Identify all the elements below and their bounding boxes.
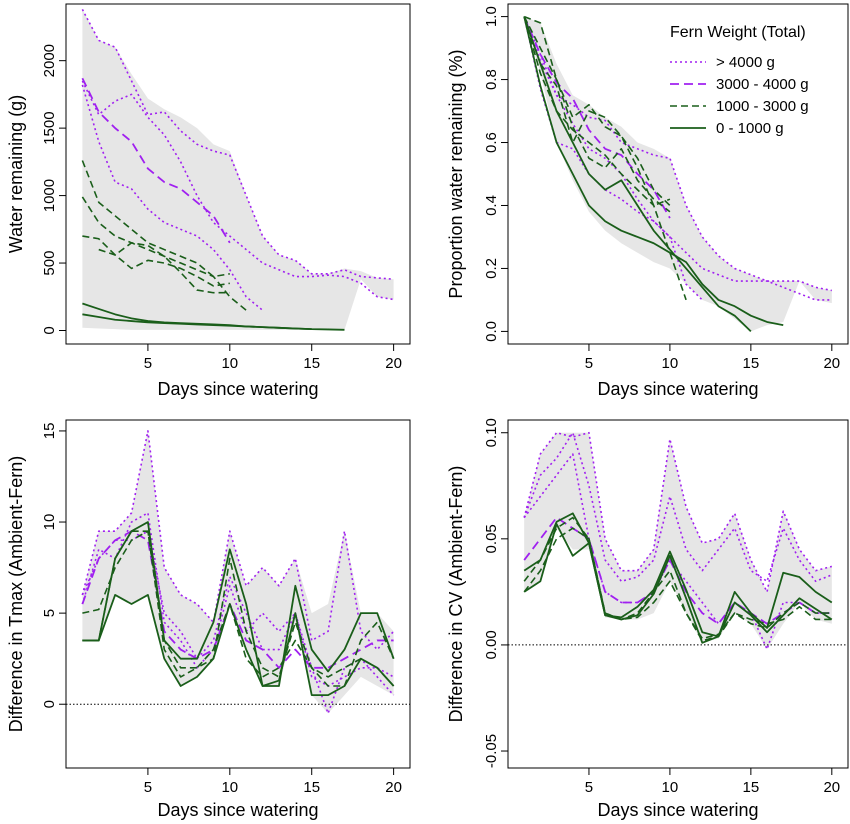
series-line-5	[82, 530, 395, 687]
x-tick-label: 5	[585, 355, 593, 372]
panel-top-left: 5 10 15 20 0 500 1000 1500 2000 Days since wateri…	[6, 3, 411, 399]
series-line-7	[82, 594, 395, 697]
series-line-5	[523, 16, 687, 301]
y-tick-label: 1.0	[483, 6, 500, 27]
x-tick-label: 15	[743, 355, 760, 372]
legend-title: Fern Weight (Total)	[670, 24, 806, 41]
x-tick-label: 10	[662, 355, 679, 372]
series-line-9	[523, 16, 784, 326]
y-tick-label: 1500	[41, 111, 58, 144]
plot-area	[508, 431, 848, 650]
series-line-1	[523, 16, 832, 301]
series-line-6	[82, 521, 395, 687]
legend: Fern Weight (Total) > 4000 g 3000 - 4000 g…	[670, 24, 809, 137]
y-tick-label: 5	[41, 609, 58, 617]
range-band	[524, 432, 832, 650]
series-line-1	[81, 512, 395, 715]
range-band	[82, 430, 394, 714]
series-line-7	[98, 248, 230, 287]
series-line-0	[81, 9, 394, 281]
x-tick-label: 20	[823, 355, 840, 372]
y-axis-title: Difference in Tmax (Ambient-Fern)	[6, 456, 26, 732]
y-axis-title: Difference in CV (Ambient-Fern)	[446, 466, 466, 723]
series-line-6	[82, 235, 230, 294]
panel-bottom-right: 5 10 15 20 -0.05 0.00 0.05 0.10 Days since water…	[446, 418, 849, 820]
y-tick-label: 0.2	[483, 258, 500, 279]
series-line-0	[523, 431, 833, 593]
series-line-9	[82, 313, 312, 331]
series-line-1	[81, 80, 394, 301]
series-line-4	[523, 516, 832, 640]
plot-area	[81, 9, 394, 331]
series-line-6	[523, 16, 671, 213]
y-axis-title: Water remaining (g)	[6, 95, 26, 253]
x-tick-label: 10	[221, 355, 238, 372]
x-axis-title: Days since watering	[597, 800, 758, 820]
y-tick-label: 500	[41, 251, 58, 276]
y-tick-label: 0.0	[483, 321, 500, 342]
legend-label: 1000 - 3000 g	[716, 98, 809, 115]
y-tick-label: 10	[41, 514, 58, 531]
series-line-3	[523, 16, 671, 219]
range-band	[524, 16, 832, 332]
plot-frame	[65, 419, 411, 769]
x-tick-label: 20	[823, 779, 840, 796]
plot-area	[523, 15, 832, 333]
x-tick-label: 10	[221, 779, 238, 796]
x-tick-label: 10	[662, 779, 679, 796]
y-tick-label: 2000	[41, 44, 58, 77]
panel-bottom-left: 5 10 15 20 0 5 10 15 Days since watering Differen…	[6, 419, 411, 820]
series-line-7	[539, 63, 671, 207]
y-tick-label: 1000	[41, 179, 58, 212]
y-tick-label: 0	[41, 326, 58, 334]
y-tick-label: 0.8	[483, 69, 500, 90]
legend-label: 3000 - 4000 g	[716, 76, 809, 93]
x-tick-label: 15	[303, 355, 320, 372]
series-line-6	[523, 512, 833, 638]
y-axis-title: Proportion water remaining (%)	[446, 49, 466, 298]
legend-label: > 4000 g	[716, 54, 775, 71]
x-tick-label: 15	[303, 779, 320, 796]
series-line-2	[81, 84, 264, 311]
range-band	[82, 9, 394, 330]
x-tick-label: 20	[385, 355, 402, 372]
y-tick-label: 15	[41, 423, 58, 440]
series-line-4	[523, 15, 671, 207]
x-tick-label: 5	[144, 355, 152, 372]
x-tick-label: 20	[385, 779, 402, 796]
x-axis-title: Days since watering	[157, 379, 318, 399]
series-line-8	[523, 16, 752, 333]
y-tick-label: 0.6	[483, 132, 500, 153]
x-tick-label: 15	[743, 779, 760, 796]
series-line-3	[81, 530, 394, 669]
series-line-3	[81, 77, 231, 244]
y-tick-label: -0.05	[483, 734, 500, 768]
y-tick-label: 0.10	[483, 418, 500, 447]
y-tick-label: 0	[41, 700, 58, 708]
series-line-7	[523, 523, 833, 644]
series-line-0	[81, 430, 395, 651]
y-tick-label: 0.4	[483, 195, 500, 216]
y-tick-label: 0.05	[483, 524, 500, 553]
panel-top-right: 5 10 15 20 0.0 0.2 0.4 0.6 0.8 1.0 Days since wate…	[446, 3, 849, 399]
plot-area	[66, 430, 410, 715]
series-line-4	[81, 160, 230, 278]
series-line-5	[81, 196, 247, 311]
legend-label: 0 - 1000 g	[716, 120, 784, 137]
x-axis-title: Days since watering	[597, 379, 758, 399]
x-axis-title: Days since watering	[157, 800, 318, 820]
series-line-5	[523, 527, 832, 642]
series-line-1	[523, 431, 833, 583]
plot-frame	[507, 3, 849, 345]
plot-frame	[65, 3, 411, 345]
plot-frame	[507, 419, 849, 769]
x-tick-label: 5	[585, 779, 593, 796]
y-tick-label: 0.00	[483, 630, 500, 659]
x-tick-label: 5	[144, 779, 152, 796]
series-line-2	[81, 530, 395, 687]
